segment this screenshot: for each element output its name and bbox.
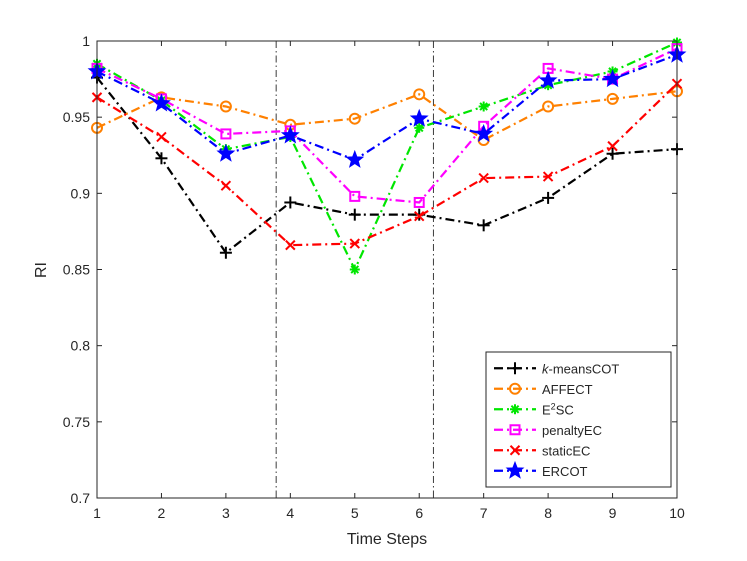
axes: 1 2 3 4 5 6 7 8 9 10 0.7 0.75 0.8 0.85 0.9 0.95 1 — [63, 33, 685, 521]
legend-entry-ercot: ERCOT — [494, 460, 588, 479]
data-point-e2sc-7 — [478, 101, 489, 112]
y-tick-label: 0.8 — [71, 338, 91, 354]
legend-marker-penaltyec — [509, 424, 521, 436]
data-point-penaltyec-5 — [349, 190, 361, 202]
x-tick-label: 2 — [158, 505, 166, 521]
data-point-affect-3 — [219, 100, 232, 113]
data-point-staticec-6 — [414, 210, 425, 222]
data-point-penaltyec-6 — [413, 196, 425, 208]
data-point-affect-6 — [413, 88, 426, 101]
legend-box — [485, 351, 672, 488]
data-point-ercot-7 — [474, 124, 494, 142]
legend-entry-penaltyec: penaltyEC — [494, 423, 602, 438]
y-tick-label: 0.7 — [71, 490, 91, 506]
data-point-staticec-5 — [349, 238, 360, 249]
series-line-penaltyec — [96, 47, 678, 204]
legend-label-affect: AFFECT — [542, 382, 593, 397]
data-point-kmeanscot-2 — [155, 152, 168, 165]
x-tick-label: 7 — [480, 505, 488, 521]
legend-label-ercot: ERCOT — [542, 464, 588, 479]
data-point-staticec-2 — [156, 131, 167, 143]
data-point-affect-5 — [348, 112, 361, 125]
data-point-kmeanscot-4 — [284, 196, 297, 209]
x-tick-label: 3 — [222, 505, 230, 521]
series-line-e2sc — [96, 41, 678, 273]
legend-marker-kmeanscot — [509, 362, 521, 375]
series-staticec — [91, 78, 683, 251]
x-tick-label: 8 — [544, 505, 552, 521]
x-tick-label: 5 — [351, 505, 359, 521]
x-tick-label: 4 — [286, 505, 294, 521]
y-tick-label: 0.75 — [63, 414, 90, 430]
series-line-ercot — [96, 53, 678, 162]
series-layer — [87, 37, 687, 275]
data-point-ercot-5 — [345, 149, 365, 168]
data-point-ercot-2 — [152, 93, 171, 112]
data-point-affect-9 — [606, 92, 619, 105]
legend: k-meansCOT AFFECT E2SC penaltyEC staticEC ERC… — [485, 351, 672, 488]
y-tick-label: 0.9 — [71, 185, 91, 201]
data-point-kmeanscot-5 — [348, 208, 361, 221]
data-point-e2sc-6 — [414, 122, 425, 133]
x-axis-label: Time Steps — [347, 531, 427, 548]
series-line-staticec — [96, 82, 678, 247]
legend-entry-staticec: staticEC — [494, 443, 590, 458]
legend-entry-kmeanscot: k-meansCOT — [494, 361, 619, 376]
data-point-kmeanscot-8 — [542, 191, 555, 204]
legend-entry-affect: AFFECT — [494, 382, 593, 397]
series-kmeanscot — [91, 71, 683, 259]
x-tick-label: 9 — [609, 505, 617, 521]
legend-label-penaltyec: penaltyEC — [542, 423, 602, 438]
data-point-e2sc-5 — [349, 264, 360, 275]
data-point-kmeanscot-7 — [477, 219, 490, 232]
x-tick-label: 1 — [93, 505, 101, 521]
x-tick-label: 10 — [669, 505, 685, 521]
legend-label-e2sc: E2SC — [542, 401, 574, 417]
data-point-affect-8 — [542, 100, 555, 113]
data-point-staticec-3 — [220, 180, 232, 191]
data-point-kmeanscot-3 — [219, 246, 232, 259]
legend-marker-ercot — [505, 460, 525, 479]
data-point-penaltyec-3 — [220, 128, 232, 140]
y-tick-label: 0.95 — [63, 109, 90, 125]
data-point-staticec-8 — [542, 171, 554, 182]
data-point-ercot-4 — [280, 125, 300, 144]
series-line-affect — [96, 90, 678, 142]
data-point-ercot-8 — [538, 70, 558, 89]
data-point-kmeanscot-9 — [606, 147, 619, 160]
legend-label-kmeanscot: k-meansCOT — [542, 361, 619, 376]
legend-marker-affect — [509, 382, 521, 395]
legend-entry-e2sc: E2SC — [494, 401, 574, 417]
vertical-separators — [275, 41, 434, 498]
data-point-ercot-6 — [409, 108, 429, 127]
legend-marker-staticec — [509, 445, 521, 456]
data-point-ercot-3 — [216, 143, 236, 162]
data-point-staticec-9 — [607, 140, 618, 152]
y-tick-label: 1 — [82, 33, 90, 49]
y-axis-label: RI — [33, 262, 50, 278]
x-tick-label: 6 — [415, 505, 423, 521]
series-line-kmeanscot — [96, 76, 678, 255]
data-point-ercot-9 — [603, 69, 622, 88]
y-tick-label: 0.85 — [63, 262, 90, 278]
legend-label-staticec: staticEC — [542, 443, 590, 458]
data-point-staticec-7 — [478, 172, 489, 184]
legend-marker-e2sc — [510, 404, 520, 415]
data-point-staticec-4 — [285, 239, 296, 251]
